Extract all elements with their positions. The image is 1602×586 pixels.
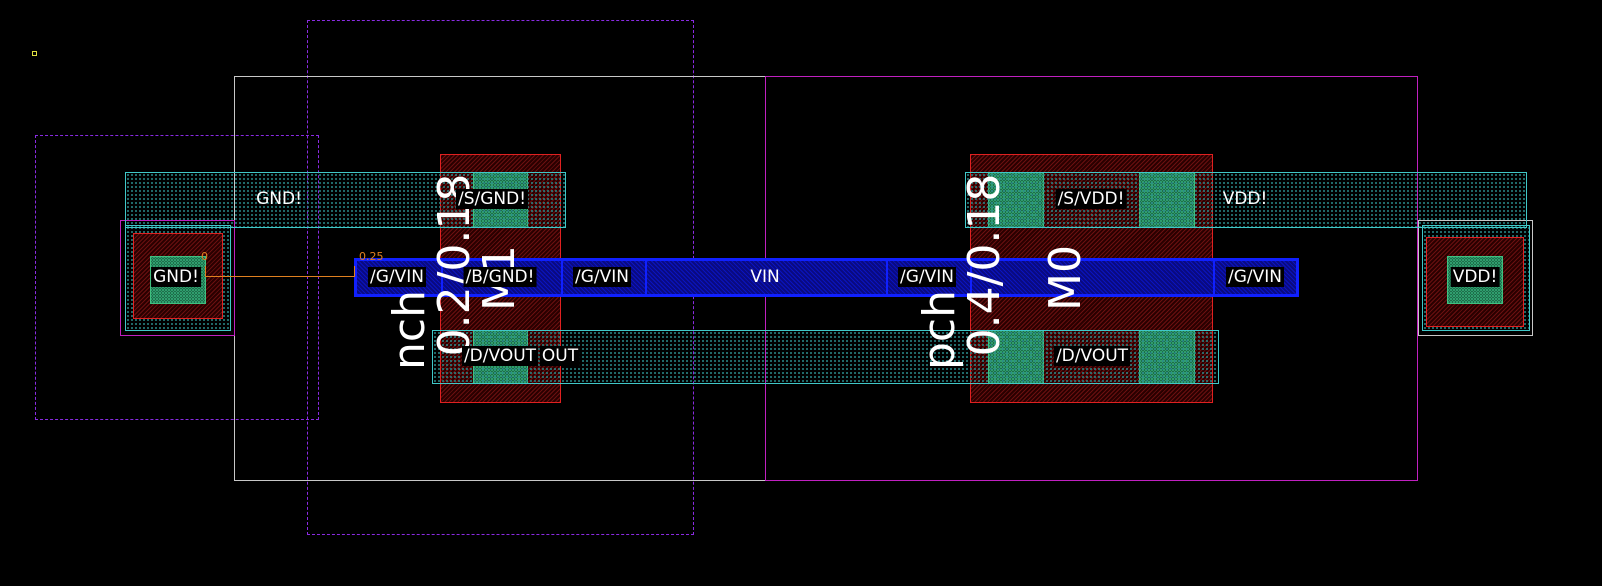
poly-segment [886, 261, 888, 294]
poly-segment [645, 261, 647, 294]
gnd-rail-label: GND! [256, 189, 302, 209]
gate-label: /G/VIN [573, 267, 631, 287]
gnd-tap-contact [150, 256, 206, 304]
origin-marker [32, 51, 37, 56]
nmos-drain-label: /D/VOUT [461, 346, 539, 366]
tap-boundary[interactable] [35, 135, 319, 420]
ruler-tick [354, 266, 355, 276]
out-extra-label: OUT [539, 346, 581, 366]
pmos-source-label: /S/VDD! [1055, 189, 1127, 209]
gate-label: /G/VIN [368, 267, 426, 287]
pmos-size: 0.4/0.18 [959, 173, 1010, 357]
ruler[interactable] [205, 276, 355, 277]
pmos-drain-label: /D/VOUT [1053, 346, 1131, 366]
gate-label: /G/VIN [898, 267, 956, 287]
nmos-source-label: /S/GND! [455, 189, 529, 209]
ruler-start: 0 [201, 250, 208, 263]
pmos-instance: M0 [1040, 245, 1091, 311]
gate-label: /G/VIN [1226, 267, 1284, 287]
poly-segment [441, 261, 443, 294]
ruler-end: 0.25 [359, 250, 384, 263]
vdd-rail-label: VDD! [1222, 189, 1268, 209]
gnd-tap-label: GND! [151, 267, 201, 287]
vin-label: VIN [750, 267, 780, 287]
vdd-tap-label: VDD! [1450, 267, 1500, 287]
ruler-tick [205, 266, 206, 276]
nmos-bulk-label: /B/GND! [463, 267, 537, 287]
poly-segment [561, 261, 563, 294]
poly-segment [970, 261, 972, 294]
poly-segment [1213, 261, 1215, 294]
pmos-model: pch [914, 289, 965, 371]
nmos-model: nch [384, 290, 435, 370]
